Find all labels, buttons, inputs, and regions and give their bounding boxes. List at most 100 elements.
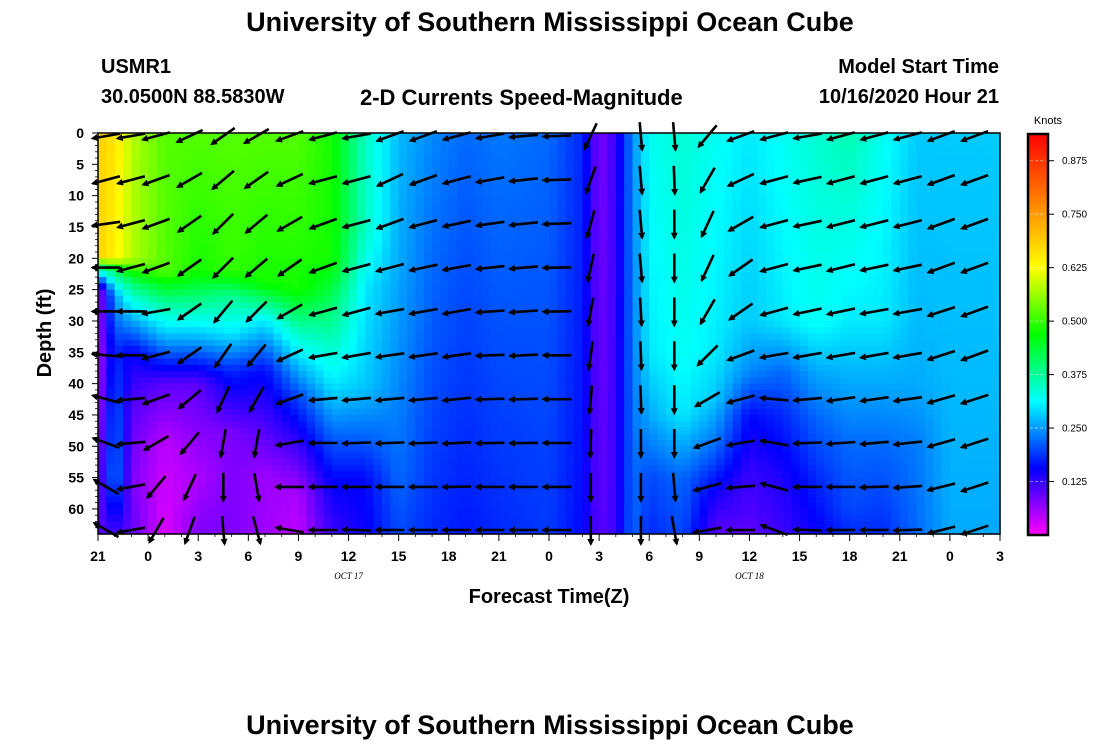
heatmap-cell [290,515,300,523]
heatmap-cell [724,158,734,165]
heatmap-cell [381,414,391,422]
heatmap-cell [198,352,208,360]
heatmap-cell [415,295,425,303]
heatmap-cell [423,427,433,435]
heatmap-cell [206,252,216,259]
heatmap-cell [223,358,233,366]
heatmap-cell [515,364,525,372]
heatmap-cell [181,145,191,153]
heatmap-cell [398,333,408,341]
heatmap-cell [515,170,525,178]
heatmap-cell [465,258,475,266]
heatmap-cell [607,527,617,535]
heatmap-cell [574,389,584,397]
heatmap-cell [682,252,692,259]
heatmap-cell [198,502,208,510]
heatmap-cell [381,421,391,429]
heatmap-cell [206,527,216,535]
heatmap-cell [315,233,325,241]
heatmap-cell [432,176,442,184]
heatmap-cell [248,264,258,272]
heatmap-cell [557,145,567,153]
heatmap-cell [156,427,166,435]
heatmap-cell [223,208,233,216]
heatmap-cell [256,483,266,491]
heatmap-cell [615,490,625,498]
heatmap-cell [615,283,625,291]
heatmap-cell [690,346,700,353]
heatmap-cell [323,333,333,341]
heatmap-cell [356,402,366,410]
heatmap-cell [340,490,350,498]
heatmap-cell [273,515,283,523]
heatmap-cell [607,133,617,140]
heatmap-cell [674,477,684,485]
heatmap-cell [273,414,283,422]
heatmap-cell [407,502,416,510]
heatmap-cell [574,183,584,190]
heatmap-cell [223,371,233,378]
heatmap-cell [649,320,659,328]
heatmap-cell [273,220,283,228]
heatmap-cell [223,264,233,272]
heatmap-cell [741,427,751,435]
heatmap-cell [331,414,341,422]
heatmap-cell [239,433,249,441]
heatmap-cell [440,383,450,391]
heatmap-cell [549,471,558,479]
heatmap-cell [498,358,508,366]
heatmap-cell [381,270,391,278]
heatmap-cell [256,402,266,410]
heatmap-cell [732,201,742,209]
heatmap-cell [574,295,584,303]
heatmap-cell [381,245,391,253]
heatmap-cell [123,371,133,378]
heatmap-cell [398,220,408,228]
heatmap-cell [432,396,442,404]
heatmap-cell [523,302,533,310]
heatmap-cell [265,440,274,447]
heatmap-cell [290,327,300,335]
heatmap-cell [123,408,133,416]
heatmap-cell [181,158,191,165]
heatmap-cell [549,421,558,429]
heatmap-cell [707,408,717,416]
heatmap-cell [540,283,550,291]
heatmap-cell [415,139,425,147]
heatmap-cell [657,333,667,341]
heatmap-cell [381,295,391,303]
heatmap-cell [306,277,316,284]
heatmap-cell [540,277,550,284]
heatmap-cell [507,139,517,147]
heatmap-cell [590,339,600,347]
heatmap-cell [306,289,316,297]
heatmap-cell [649,396,659,404]
heatmap-cell [131,151,141,159]
heatmap-cell [724,414,734,422]
heatmap-cell [557,414,567,422]
heatmap-cell [423,239,433,247]
heatmap-cell [340,383,350,391]
heatmap-cell [315,515,325,523]
heatmap-cell [164,151,174,159]
heatmap-cell [315,433,325,441]
heatmap-cell [574,333,584,341]
heatmap-cell [123,252,133,259]
heatmap-cell [148,314,158,322]
heatmap-cell [365,220,375,228]
heatmap-cell [256,377,266,385]
heatmap-cell [732,515,742,523]
heatmap-cell [599,408,609,416]
heatmap-cell [699,364,709,372]
heatmap-cell [139,414,149,422]
heatmap-cell [549,333,558,341]
heatmap-cell [373,364,383,372]
heatmap-cell [607,139,617,147]
heatmap-cell [498,302,508,310]
heatmap-cell [716,170,725,178]
heatmap-cell [682,396,692,404]
heatmap-cell [590,333,600,341]
heatmap-cell [214,233,224,241]
heatmap-cell [248,170,258,178]
heatmap-cell [665,214,675,222]
